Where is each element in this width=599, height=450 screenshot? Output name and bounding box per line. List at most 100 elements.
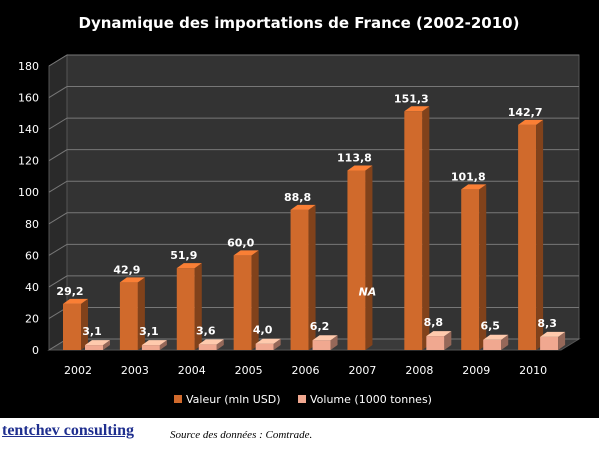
bar-volume-top: [540, 331, 566, 337]
y-tick-label: 100: [18, 186, 39, 199]
source-note: Source des données : Comtrade.: [170, 429, 313, 441]
legend-label: Volume (1000 tonnes): [310, 393, 432, 406]
bars: [63, 106, 566, 351]
data-label-valeur: 42,9: [113, 263, 140, 276]
bar-volume-front: [198, 344, 217, 350]
x-tick-label: 2004: [178, 364, 206, 377]
bar-volume: [255, 338, 281, 350]
bar-volume-side: [103, 340, 110, 350]
legend-label: Valeur (mln USD): [186, 393, 281, 406]
bar-valeur-top: [347, 165, 373, 171]
bar-valeur: [119, 277, 145, 350]
legend: Valeur (mln USD) Volume (1000 tonnes): [174, 393, 432, 406]
legend-item: Valeur (mln USD): [174, 393, 281, 406]
bar-valeur-side: [479, 184, 487, 350]
chart: Dynamique des importations de France (20…: [18, 14, 581, 406]
chart-title: Dynamique des importations de France (20…: [79, 14, 520, 32]
x-tick-label: 2008: [405, 364, 433, 377]
data-label-valeur: 151,3: [394, 92, 429, 105]
y-tick-label: 160: [18, 92, 39, 105]
bar-valeur-top: [233, 250, 259, 256]
x-tick-label: 2010: [519, 364, 547, 377]
data-label-volume: 8,3: [537, 317, 557, 330]
data-label-valeur: 113,8: [337, 151, 372, 164]
bar-valeur: [404, 106, 430, 350]
data-label-volume: 3,1: [139, 325, 159, 338]
y-tick-label: 180: [18, 60, 39, 73]
bar-valeur-front: [119, 282, 138, 350]
bar-valeur: [290, 204, 316, 350]
brand-name[interactable]: tentchev consulting: [2, 422, 134, 439]
bar-valeur-front: [290, 209, 309, 350]
back-wall: [66, 54, 580, 340]
bar-valeur-side: [194, 263, 202, 350]
data-label-valeur: 29,2: [56, 285, 83, 298]
bar-volume-front: [141, 345, 160, 350]
bar-valeur: [63, 298, 88, 350]
bar-valeur-front: [461, 189, 480, 350]
bar-valeur: [233, 250, 259, 350]
bar-valeur-side: [81, 298, 88, 350]
axes: 0 20 40 60 80 100 120 140 160 180 2002 2003 2004 2005…: [18, 60, 547, 377]
bar-volume-top: [312, 335, 338, 341]
bar-volume-side: [558, 331, 566, 350]
data-labels: 29,2 3,1 42,9 3,1 51,9 3,6 60,0 4,0 88,8 6,2 113,8…: [56, 92, 556, 338]
y-tick-label: 140: [18, 123, 39, 136]
bar-volume-top: [255, 338, 281, 344]
bar-volume: [483, 334, 509, 350]
bar-volume-top: [483, 334, 509, 340]
gridline: [48, 54, 579, 67]
data-label-volume: NA: [359, 285, 377, 298]
bar-volume-front: [312, 340, 331, 350]
bar-volume-top: [198, 339, 224, 345]
bar-valeur-top: [518, 119, 544, 125]
bar-valeur: [461, 184, 487, 350]
y-tick-label: 0: [32, 344, 39, 357]
data-label-volume: 3,1: [82, 325, 102, 338]
bar-volume: [141, 340, 167, 350]
data-label-valeur: 142,7: [508, 106, 543, 119]
bar-valeur: [347, 165, 373, 350]
data-label-volume: 3,6: [196, 324, 216, 337]
data-label-valeur: 101,8: [451, 170, 486, 183]
legend-item: Volume (1000 tonnes): [298, 393, 432, 406]
bar-volume: [540, 331, 566, 350]
bar-volume-top: [141, 340, 167, 346]
data-label-volume: 6,2: [310, 320, 330, 333]
chart-frame: Dynamique des importations de France (20…: [0, 0, 599, 418]
bar-valeur-front: [176, 268, 195, 350]
bar-valeur-top: [461, 184, 487, 190]
bar-volume-side: [501, 334, 509, 350]
bar-valeur: [518, 119, 544, 351]
bar-volume-front: [255, 343, 274, 350]
bar-valeur-front: [404, 111, 423, 350]
bar-valeur-front: [518, 124, 537, 351]
y-tick-label: 120: [18, 155, 39, 168]
data-label-volume: 8,8: [424, 316, 444, 329]
legend-swatch: [174, 395, 182, 403]
bar-valeur-side: [536, 119, 544, 351]
x-tick-label: 2006: [292, 364, 320, 377]
bar-valeur-front: [347, 170, 366, 350]
bar-valeur-side: [422, 106, 430, 350]
bar-volume: [426, 331, 452, 350]
bar-volume: [312, 335, 338, 350]
y-tick-label: 80: [25, 218, 39, 231]
bar-volume-side: [273, 338, 281, 350]
bar-volume: [85, 340, 110, 350]
bar-volume-side: [159, 340, 167, 350]
bar-valeur-side: [137, 277, 145, 350]
data-label-valeur: 51,9: [170, 249, 197, 262]
bar-valeur-top: [176, 263, 202, 269]
y-tick-label: 20: [25, 312, 39, 325]
bar-valeur-side: [251, 250, 259, 350]
x-tick-label: 2003: [121, 364, 149, 377]
bar-valeur-side: [308, 204, 316, 350]
bar-volume-side: [444, 331, 452, 350]
bar-volume-front: [540, 336, 559, 350]
bar-valeur-front: [233, 255, 252, 350]
bar-volume-front: [426, 336, 445, 350]
data-label-valeur: 88,8: [284, 191, 311, 204]
bar-valeur: [176, 263, 202, 350]
bar-valeur-front: [63, 303, 81, 350]
